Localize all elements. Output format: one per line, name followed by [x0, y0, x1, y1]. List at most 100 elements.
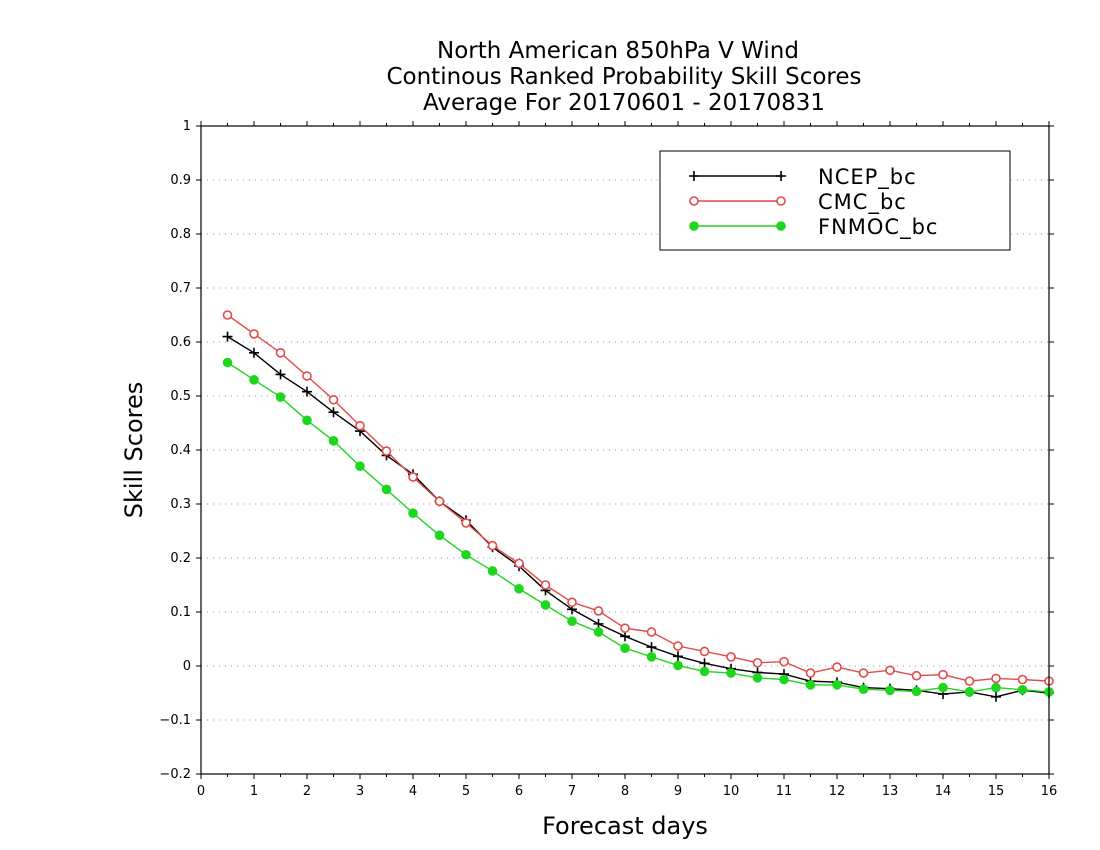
- data-point-FNMOC_bc: [328, 436, 339, 446]
- legend-marker-left: [689, 196, 699, 206]
- data-point-FNMOC_bc: [355, 461, 365, 472]
- data-point-CMC_bc: [699, 646, 710, 657]
- x-tick-label: 9: [674, 784, 682, 799]
- plot-frame: [200, 125, 1050, 775]
- data-point-FNMOC_bc: [832, 680, 842, 690]
- x-tick-label: 12: [829, 784, 846, 799]
- series-line-CMC_bc: [227, 314, 1050, 682]
- y-tick-label: 0.1: [170, 605, 191, 620]
- data-point-CMC_bc: [593, 606, 604, 616]
- data-point-NCEP_bc: [222, 331, 233, 342]
- data-point-CMC_bc: [487, 540, 498, 551]
- x-axis-label: Forecast days: [542, 812, 708, 840]
- data-point-FNMOC_bc: [567, 616, 577, 626]
- series-FNMOC_bc: [222, 357, 1054, 697]
- y-tick-label: −0.2: [159, 767, 191, 782]
- x-tick-label: 0: [197, 784, 205, 799]
- data-point-FNMOC_bc: [434, 530, 445, 541]
- data-point-FNMOC_bc: [408, 508, 418, 518]
- data-point-CMC_bc: [752, 657, 763, 668]
- x-tick-label: 11: [776, 784, 793, 799]
- data-point-CMC_bc: [805, 668, 816, 678]
- legend-label: NCEP_bc: [818, 165, 917, 190]
- y-tick-label: 0: [183, 659, 191, 674]
- data-point-CMC_bc: [620, 623, 630, 634]
- y-tick-label: 0.5: [170, 389, 191, 404]
- data-point-CMC_bc: [355, 420, 365, 431]
- data-point-CMC_bc: [964, 676, 975, 686]
- chart-title-line-1: North American 850hPa V Wind: [437, 38, 799, 64]
- data-point-NCEP_bc: [991, 691, 1001, 702]
- data-point-NCEP_bc: [646, 642, 657, 653]
- series-line-FNMOC_bc: [227, 361, 1050, 693]
- y-tick-label: 0.6: [170, 335, 191, 350]
- x-tick-label: 4: [409, 784, 417, 799]
- legend-marker-left: [689, 221, 699, 231]
- legend-label: FNMOC_bc: [818, 215, 938, 240]
- data-point-CMC_bc: [646, 627, 657, 637]
- data-point-CMC_bc: [858, 668, 869, 678]
- data-point-NCEP_bc: [249, 347, 259, 358]
- y-tick-label: 0.4: [170, 443, 191, 458]
- data-point-FNMOC_bc: [275, 392, 286, 402]
- data-point-CMC_bc: [222, 310, 233, 320]
- series-line-NCEP_bc: [227, 336, 1050, 698]
- data-point-CMC_bc: [275, 347, 286, 358]
- x-tick-label: 8: [621, 784, 629, 799]
- x-tick-label: 3: [356, 784, 364, 799]
- data-point-NCEP_bc: [673, 651, 683, 662]
- legend-item-NCEP_bc: NCEP_bc: [689, 165, 917, 190]
- data-point-FNMOC_bc: [911, 686, 922, 697]
- legend-marker-right: [776, 196, 786, 206]
- data-point-CMC_bc: [1017, 674, 1028, 685]
- y-tick-label: 0.2: [170, 551, 191, 566]
- data-point-FNMOC_bc: [858, 684, 869, 695]
- legend-item-CMC_bc: CMC_bc: [689, 190, 907, 215]
- series-layer: [222, 310, 1054, 702]
- data-point-FNMOC_bc: [222, 357, 233, 368]
- data-point-FNMOC_bc: [673, 660, 683, 671]
- legend-item-FNMOC_bc: FNMOC_bc: [689, 215, 938, 240]
- data-point-FNMOC_bc: [646, 652, 657, 662]
- data-point-FNMOC_bc: [885, 685, 895, 696]
- data-point-CMC_bc: [567, 597, 577, 608]
- data-point-CMC_bc: [885, 665, 895, 676]
- chart-title: North American 850hPa V Wind Continous R…: [386, 38, 861, 116]
- data-point-CMC_bc: [779, 656, 789, 667]
- data-point-CMC_bc: [673, 641, 683, 651]
- legend-marker-left: [689, 171, 699, 181]
- data-point-NCEP_bc: [275, 369, 286, 380]
- chart-title-line-3: Average For 20170601 - 20170831: [423, 90, 825, 116]
- y-tick-label: 1: [183, 119, 191, 134]
- x-tick-label: 7: [568, 784, 576, 799]
- y-axis-label: Skill Scores: [120, 382, 148, 519]
- y-tick-label: −0.1: [159, 713, 191, 728]
- data-point-FNMOC_bc: [699, 666, 710, 677]
- x-tick-label: 10: [723, 784, 740, 799]
- legend-marker-right: [776, 171, 786, 181]
- data-point-CMC_bc: [726, 652, 736, 662]
- data-point-CMC_bc: [461, 518, 471, 528]
- data-point-FNMOC_bc: [1017, 684, 1028, 695]
- data-point-CMC_bc: [249, 329, 259, 339]
- x-tick-label: 16: [1041, 784, 1058, 799]
- x-tick-label: 13: [882, 784, 899, 799]
- data-point-FNMOC_bc: [593, 627, 604, 637]
- y-tick-label: 0.7: [170, 281, 191, 296]
- data-point-CMC_bc: [911, 670, 922, 681]
- data-point-CMC_bc: [938, 669, 948, 680]
- data-point-FNMOC_bc: [514, 583, 524, 594]
- series-CMC_bc: [222, 310, 1054, 686]
- x-tick-label: 1: [250, 784, 258, 799]
- data-point-FNMOC_bc: [302, 415, 312, 426]
- data-point-FNMOC_bc: [249, 375, 259, 385]
- legend-marker-right: [776, 221, 786, 231]
- legend-label: CMC_bc: [818, 190, 907, 215]
- y-tick-label: 0.3: [170, 497, 191, 512]
- y-tick-label: 0.9: [170, 173, 191, 188]
- data-point-FNMOC_bc: [805, 680, 816, 690]
- data-point-FNMOC_bc: [779, 674, 789, 685]
- data-point-FNMOC_bc: [540, 600, 551, 610]
- x-tick-label: 2: [303, 784, 311, 799]
